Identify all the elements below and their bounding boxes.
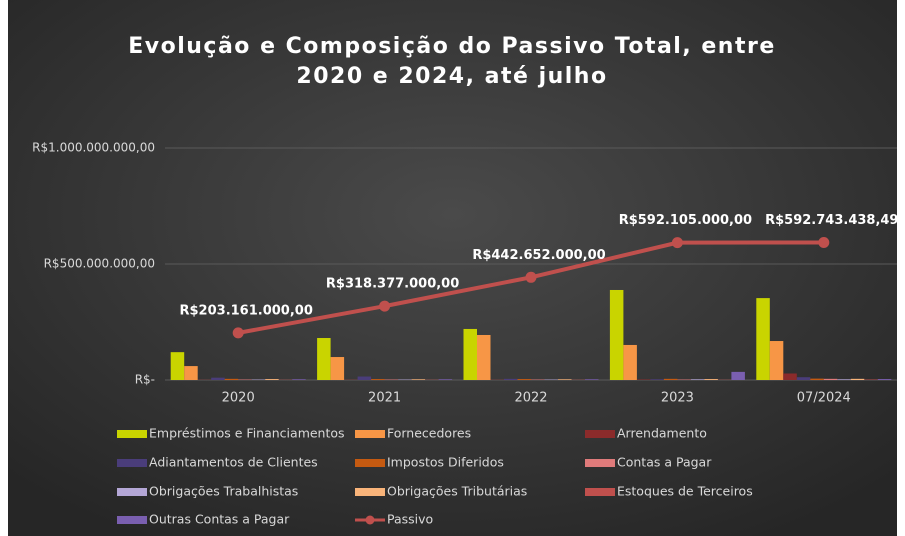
bar: [558, 379, 572, 380]
bar: [184, 366, 198, 380]
legend-label: Fornecedores: [387, 426, 471, 441]
data-label: R$592.743.438,49: [765, 213, 898, 228]
bar: [850, 378, 865, 380]
legend-label: Passivo: [387, 512, 433, 527]
bar: [650, 379, 664, 380]
x-tick-label: 07/2024: [797, 391, 851, 406]
line-marker: [671, 237, 683, 249]
y-tick-label: R$1.000.000.000,00: [32, 141, 155, 155]
legend-label: Adiantamentos de Clientes: [149, 455, 318, 470]
line-marker: [232, 327, 244, 339]
bar: [663, 378, 678, 380]
bar: [357, 376, 372, 380]
line-marker: [525, 271, 537, 283]
bar: [317, 338, 331, 380]
bar: [823, 378, 838, 380]
bar: [371, 379, 385, 380]
legend-label: Obrigações Trabalhistas: [149, 484, 298, 499]
bar: [769, 341, 784, 380]
bar: [756, 298, 770, 380]
legend-swatch: [355, 488, 385, 496]
legend-swatch: [585, 459, 615, 467]
bar: [224, 378, 239, 380]
bar: [877, 379, 892, 380]
bar: [292, 379, 306, 380]
legend-label: Estoques de Terceiros: [617, 484, 753, 499]
legend-swatch: [117, 488, 147, 496]
bar: [170, 352, 185, 380]
data-label: R$318.377.000,00: [326, 277, 459, 292]
legend-swatch: [117, 459, 147, 467]
chart-background: [8, 0, 897, 536]
bar: [517, 379, 531, 380]
bar: [330, 357, 345, 380]
legend-swatch: [117, 430, 147, 438]
chart-title: Evolução e Composição do Passivo Total, …: [128, 34, 776, 89]
line-marker: [379, 300, 391, 312]
bar: [704, 379, 718, 380]
x-tick-label: 2022: [514, 391, 547, 406]
legend-label: Contas a Pagar: [617, 455, 712, 470]
bar: [411, 379, 426, 380]
bar: [463, 328, 477, 380]
bar: [810, 378, 824, 380]
legend-swatch: [355, 430, 385, 438]
legend-marker: [365, 515, 375, 525]
bar: [837, 379, 851, 380]
x-tick-label: 2021: [368, 391, 401, 406]
legend-swatch: [355, 459, 385, 467]
legend-label: Outras Contas a Pagar: [149, 512, 290, 527]
legend-swatch: [117, 516, 147, 524]
data-label: R$592.105.000,00: [619, 213, 752, 228]
bar: [438, 379, 453, 380]
legend-swatch: [585, 488, 615, 496]
y-tick-label: R$500.000.000,00: [44, 257, 155, 271]
legend-label: Arrendamento: [617, 426, 707, 441]
bar: [585, 379, 599, 380]
bar: [731, 371, 745, 380]
bar: [265, 379, 279, 380]
bar: [796, 377, 811, 380]
y-tick-label: R$-: [135, 373, 155, 387]
x-tick-label: 2020: [222, 391, 255, 406]
bar: [609, 289, 624, 380]
legend-label: Impostos Diferidos: [387, 455, 504, 470]
legend-label: Empréstimos e Financiamentos: [149, 426, 345, 441]
bar: [783, 373, 797, 380]
bar: [504, 378, 518, 380]
bar: [211, 377, 225, 380]
data-label: R$203.161.000,00: [180, 303, 313, 318]
x-tick-label: 2023: [661, 391, 694, 406]
data-label: R$442.652.000,00: [472, 248, 605, 263]
line-marker: [818, 236, 830, 248]
legend-swatch: [585, 430, 615, 438]
bar: [690, 379, 705, 380]
bar: [623, 344, 637, 380]
bar: [477, 334, 491, 380]
legend-label: Obrigações Tributárias: [387, 484, 527, 499]
